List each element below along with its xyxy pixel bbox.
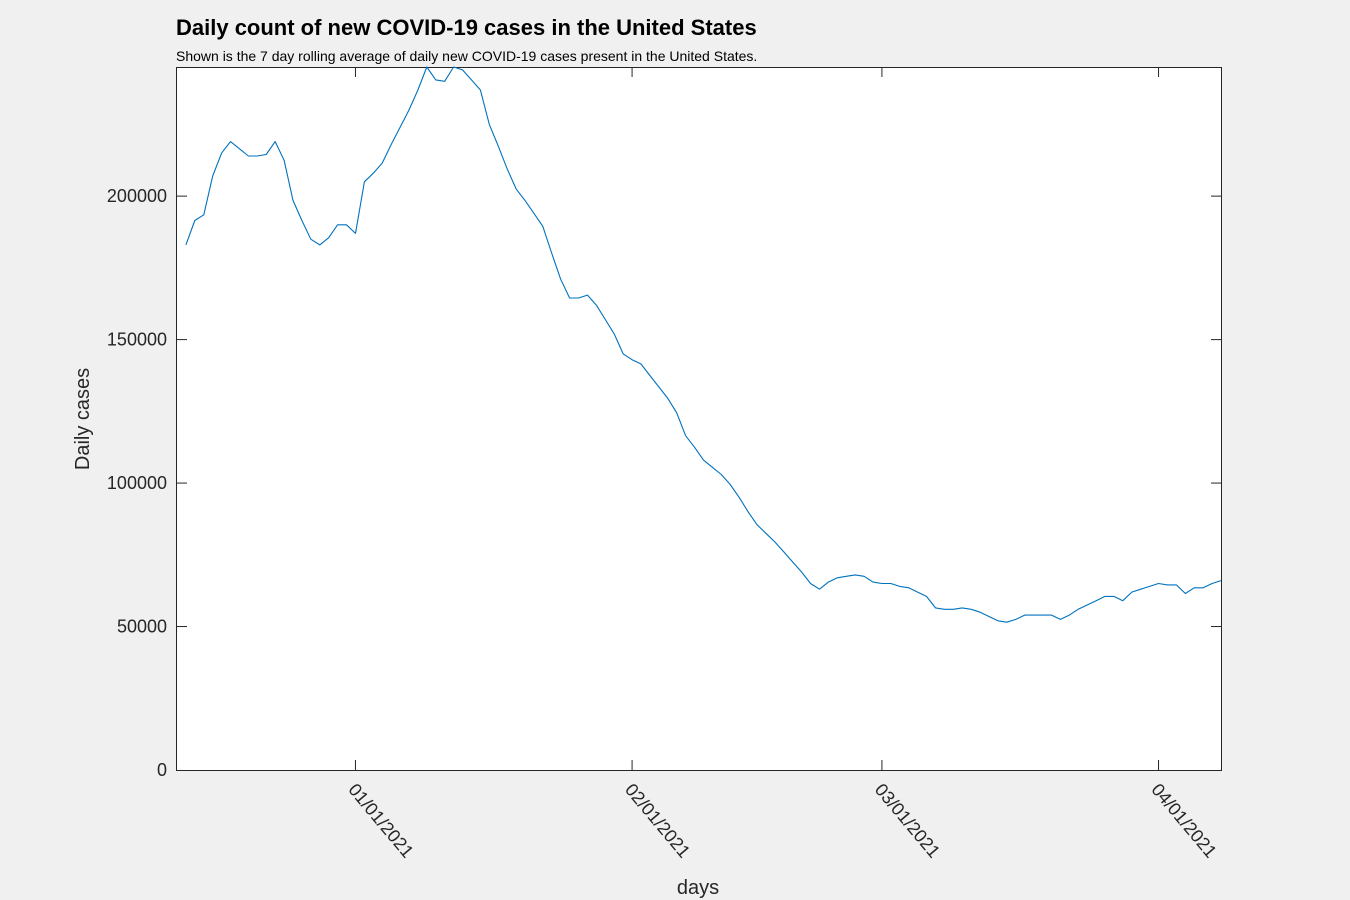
plot-area bbox=[176, 67, 1222, 771]
y-axis-label: Daily cases bbox=[72, 368, 94, 470]
chart-subtitle: Shown is the 7 day rolling average of da… bbox=[176, 48, 757, 64]
y-tick-label: 200000 bbox=[107, 186, 167, 206]
x-tick-label: 03/01/2021 bbox=[871, 780, 944, 862]
y-tick-label: 0 bbox=[157, 760, 167, 780]
x-tick-label: 04/01/2021 bbox=[1147, 780, 1220, 862]
y-tick-label: 50000 bbox=[117, 617, 167, 637]
y-tick-label: 150000 bbox=[107, 330, 167, 350]
series-line bbox=[185, 66, 1222, 623]
y-tick-label: 100000 bbox=[107, 473, 167, 493]
y-axis: 0 50000 100000 150000 200000 bbox=[107, 186, 1221, 780]
x-tick-label: 01/01/2021 bbox=[344, 780, 417, 862]
x-tick-label: 02/01/2021 bbox=[621, 780, 694, 862]
chart-title: Daily count of new COVID-19 cases in the… bbox=[176, 15, 757, 40]
series-group bbox=[185, 66, 1222, 623]
x-axis-label: days bbox=[677, 877, 719, 899]
